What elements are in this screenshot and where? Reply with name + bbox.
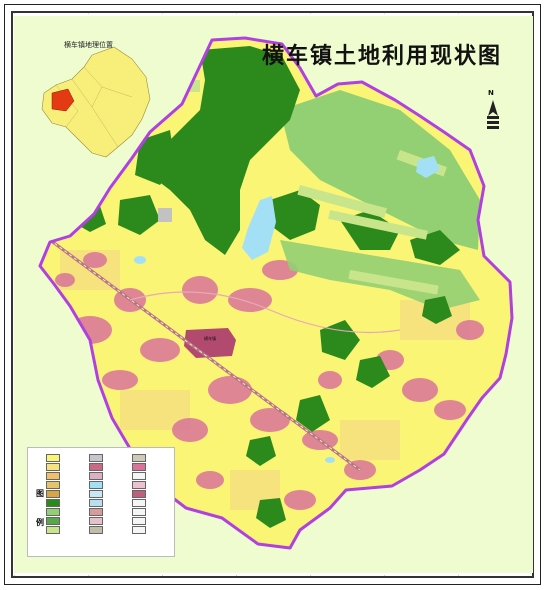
- legend-swatch: [132, 480, 146, 489]
- legend-item: [46, 480, 86, 489]
- legend-items: [46, 453, 172, 553]
- legend-item: [46, 471, 86, 480]
- garden-zone-north-east: [280, 90, 480, 250]
- legend-swatch: [46, 516, 60, 525]
- legend-swatch: [89, 462, 103, 471]
- inset-internal-boundaries: [55, 46, 147, 148]
- legend-item: [46, 462, 86, 471]
- legend-item: [89, 516, 129, 525]
- legend-swatch: [46, 525, 60, 534]
- legend-item: [132, 471, 172, 480]
- legend-item: [89, 489, 129, 498]
- legend-swatch: [132, 471, 146, 480]
- legend-swatch: [132, 453, 146, 462]
- legend-swatch: [46, 498, 60, 507]
- legend-item: [89, 525, 129, 534]
- town-center-area: [184, 328, 236, 358]
- map-title: 横车镇土地利用现状图: [262, 43, 503, 69]
- legend-item: [132, 498, 172, 507]
- forest-patches: [76, 46, 460, 528]
- legend-swatch: [132, 525, 146, 534]
- bare-land-patch: [158, 208, 172, 222]
- inner-border: [11, 11, 534, 578]
- legend-item: [132, 480, 172, 489]
- legend-swatch: [46, 480, 60, 489]
- legend-swatch: [132, 489, 146, 498]
- legend-item: [132, 453, 172, 462]
- inset-title: 横车镇地理位置: [64, 41, 113, 49]
- legend-swatch: [46, 507, 60, 516]
- legend-item: [89, 498, 129, 507]
- legend-item: [89, 507, 129, 516]
- legend-swatch: [89, 471, 103, 480]
- north-arrow-icon: [487, 100, 499, 129]
- legend-swatch: [89, 507, 103, 516]
- legend-label-char-2: 例: [36, 518, 44, 527]
- bottom-graticule: | | | | | | | |: [14, 574, 533, 578]
- legend-item: [89, 462, 129, 471]
- legend-item: [46, 507, 86, 516]
- legend-item: [46, 498, 86, 507]
- legend-item: [89, 480, 129, 489]
- legend-swatch: [89, 525, 103, 534]
- legend-swatch: [46, 471, 60, 480]
- legend-item: [132, 516, 172, 525]
- legend-swatch: [132, 462, 146, 471]
- township-boundary: [38, 36, 514, 550]
- legend-swatch: [46, 453, 60, 462]
- legend-swatch: [132, 507, 146, 516]
- inset-highlight-area: [51, 88, 75, 112]
- legend-item: [46, 489, 86, 498]
- legend-swatch: [132, 516, 146, 525]
- legend-swatch: [46, 489, 60, 498]
- legend-swatch: [89, 516, 103, 525]
- water-bodies: [134, 156, 440, 463]
- legend-swatch: [89, 453, 103, 462]
- legend-swatch: [132, 498, 146, 507]
- legend-item: [46, 525, 86, 534]
- town-center-label: 横车镇: [204, 336, 216, 341]
- inset-location-map: [41, 46, 151, 158]
- legend-swatch: [89, 480, 103, 489]
- legend-label-char-1: 图: [36, 489, 44, 498]
- legend-item: [46, 453, 86, 462]
- legend-item: [132, 462, 172, 471]
- legend-swatch: [89, 498, 103, 507]
- legend-item: [132, 507, 172, 516]
- legend-swatch: [46, 462, 60, 471]
- main-road-centerline: [49, 239, 361, 471]
- legend-swatch: [89, 489, 103, 498]
- legend-item: [46, 516, 86, 525]
- north-label: N: [488, 89, 494, 97]
- legend-item: [89, 471, 129, 480]
- secondary-road: [129, 291, 401, 334]
- legend-item: [132, 525, 172, 534]
- legend-item: [132, 489, 172, 498]
- top-graticule: | | | | | | | |: [14, 10, 533, 14]
- legend-item: [89, 453, 129, 462]
